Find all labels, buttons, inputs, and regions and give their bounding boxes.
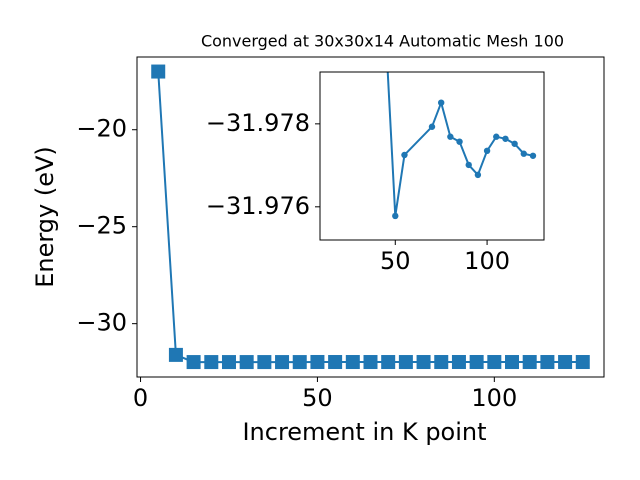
marker	[469, 355, 484, 370]
marker	[345, 355, 360, 370]
marker	[392, 212, 399, 220]
marker	[363, 355, 378, 370]
marker	[474, 171, 482, 179]
marker	[522, 355, 537, 370]
marker	[451, 355, 466, 370]
marker	[204, 355, 219, 370]
x-tick-label: 50	[380, 247, 411, 275]
y-tick-label: −31.976	[206, 192, 310, 220]
y-tick-label: −31.978	[206, 109, 310, 137]
y-tick-label: −30	[76, 309, 127, 337]
marker	[502, 135, 509, 142]
chart-title: Converged at 30x30x14 Automatic Mesh 100	[201, 32, 564, 51]
marker	[520, 150, 528, 157]
marker	[505, 355, 520, 370]
marker	[257, 355, 272, 370]
marker	[168, 347, 183, 362]
marker	[428, 123, 436, 130]
marker	[416, 355, 431, 370]
y-tick-label: −20	[76, 115, 127, 143]
series-group	[151, 64, 590, 370]
marker	[275, 355, 290, 370]
marker	[529, 152, 537, 159]
marker	[401, 151, 408, 159]
x-tick-label: 50	[302, 384, 333, 412]
series-group	[386, 72, 537, 220]
marker	[328, 355, 343, 370]
marker	[447, 133, 454, 140]
marker	[437, 99, 445, 106]
x-tick-label: 100	[464, 247, 510, 275]
marker	[292, 355, 307, 370]
y-axis-label: Energy (eV)	[31, 146, 59, 288]
marker	[434, 355, 449, 370]
marker	[221, 355, 236, 370]
marker	[540, 355, 555, 370]
marker	[239, 355, 254, 370]
marker	[186, 355, 201, 370]
axes-frame	[136, 56, 605, 378]
marker	[151, 64, 166, 79]
y-tick-label: −25	[76, 212, 127, 240]
marker	[465, 161, 472, 169]
x-tick-label: 0	[133, 384, 148, 412]
marker	[483, 147, 491, 155]
marker	[511, 140, 518, 147]
marker	[493, 133, 500, 140]
marker	[310, 354, 325, 369]
x-axis-label: Increment in K point	[242, 418, 486, 446]
axes-frame	[319, 71, 545, 241]
marker	[381, 355, 396, 370]
marker	[398, 355, 413, 370]
x-tick-label: 100	[471, 384, 517, 412]
plot-area	[320, 72, 544, 240]
marker	[558, 355, 573, 370]
marker	[487, 355, 502, 370]
marker	[456, 138, 463, 145]
marker	[575, 355, 590, 370]
